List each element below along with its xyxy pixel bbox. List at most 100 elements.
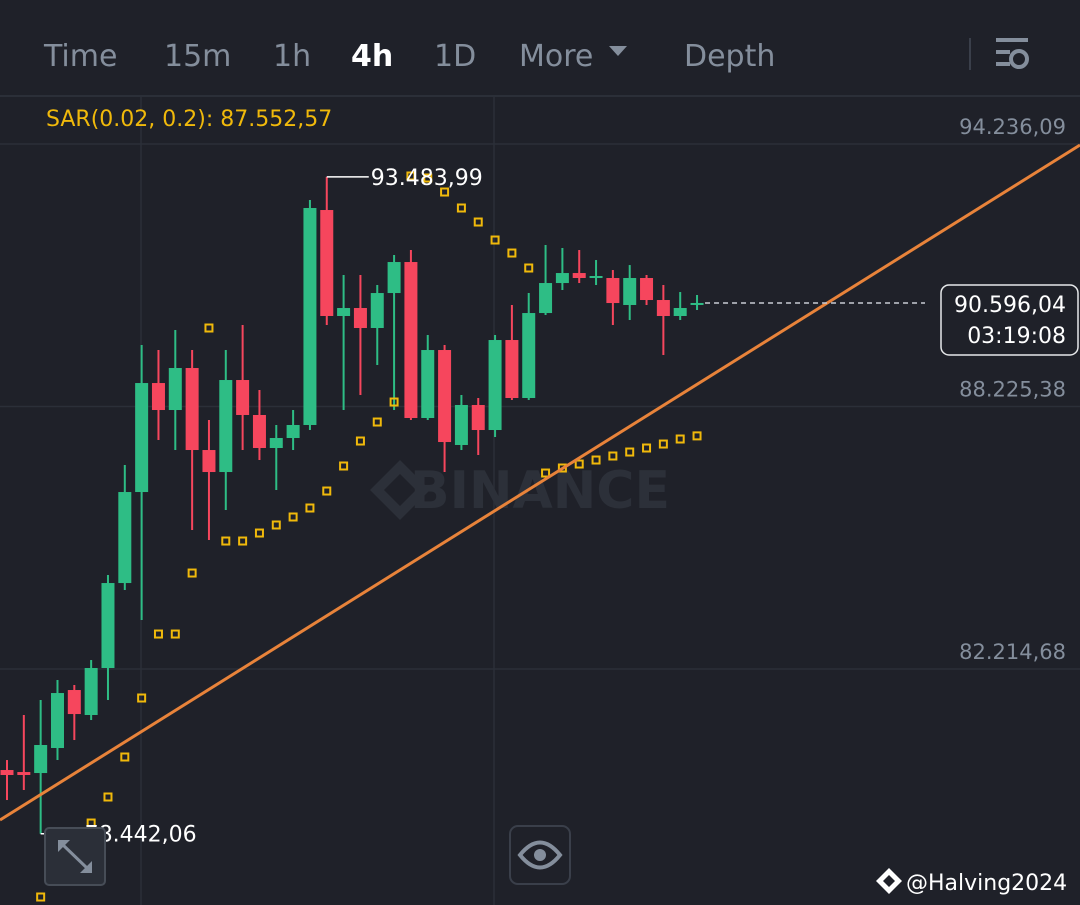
candle-body — [269, 438, 283, 449]
last-price-tag — [940, 284, 1079, 356]
candle-body — [252, 414, 266, 449]
credit-logo — [876, 868, 902, 894]
tab[interactable]: More — [519, 39, 593, 74]
y-tick-label: 88.225,38 — [959, 378, 1066, 402]
candle-body — [353, 308, 367, 329]
tab[interactable]: 15m — [164, 39, 231, 74]
candle-body — [84, 668, 98, 715]
sar-dot — [625, 447, 635, 457]
sar-dot — [271, 520, 281, 530]
candle-body — [303, 208, 317, 425]
sar-dot — [423, 173, 433, 183]
sar-dot — [524, 263, 534, 273]
sar-dot — [170, 629, 180, 639]
sar-dot — [221, 536, 231, 546]
candle-body — [522, 313, 536, 399]
candle-body — [17, 772, 31, 775]
candle-body — [202, 450, 216, 473]
tab[interactable]: 1D — [434, 39, 476, 74]
candle-body — [118, 492, 132, 584]
candle-body — [67, 690, 81, 715]
candle-body — [488, 340, 502, 431]
candle-body — [337, 308, 351, 316]
max-label: 93.483,99 — [371, 166, 483, 191]
candle-body — [0, 770, 14, 775]
visibility-button[interactable] — [509, 825, 571, 885]
sar-dot — [658, 439, 668, 449]
sar-dot — [675, 434, 685, 444]
fullscreen-button[interactable] — [44, 827, 106, 886]
sar-dot — [254, 528, 264, 538]
sar-dot — [86, 818, 96, 828]
candle-body — [589, 275, 603, 279]
sar-dot — [355, 436, 365, 446]
candle-body — [135, 383, 149, 493]
candle-body — [404, 262, 418, 419]
sar-dot — [692, 431, 702, 441]
sar-dot — [204, 323, 214, 333]
candle-body — [438, 350, 452, 443]
candle-body — [606, 278, 620, 304]
sar-dot — [608, 451, 618, 461]
credit: @Halving2024 — [906, 871, 1067, 896]
sar-dot — [591, 455, 601, 465]
y-tick-label: 82.214,68 — [959, 640, 1066, 664]
settings-icon[interactable] — [996, 38, 1029, 69]
candle-body — [320, 210, 334, 316]
candle-body — [185, 368, 199, 451]
sar-dot — [574, 459, 584, 469]
sar-dot — [120, 752, 130, 762]
sar-dot — [473, 217, 483, 227]
toolbar: Time 15m 1h 4h 1D More Depth — [43, 39, 775, 74]
sar-dot — [456, 203, 466, 213]
candle-body — [286, 424, 300, 439]
candle-body — [421, 350, 435, 419]
candle-body — [101, 583, 115, 669]
candle-body — [387, 262, 401, 294]
watermark-logo — [370, 460, 430, 520]
candle-body — [471, 404, 485, 431]
candle-body — [623, 278, 637, 305]
candle-body — [555, 273, 569, 284]
sar-dot — [406, 171, 416, 181]
watermark: BINANCE — [410, 461, 670, 521]
sar-dot — [440, 187, 450, 197]
sar-dot — [322, 486, 332, 496]
candle-body — [505, 340, 519, 399]
countdown: 03:19:08 — [967, 324, 1066, 349]
candle-body — [673, 308, 687, 316]
sar-dot — [305, 503, 315, 513]
y-tick-label: 94.236,09 — [959, 115, 1066, 139]
candle-body — [656, 300, 670, 316]
sar-dot — [541, 468, 551, 478]
candle-body — [236, 380, 250, 415]
sar-dot — [372, 417, 382, 427]
indicator-label: SAR(0.02, 0.2): 87.552,57 — [46, 107, 332, 132]
sar-dot — [103, 792, 113, 802]
trend-line — [0, 143, 1080, 822]
last-price-label: 90.596,04 — [954, 293, 1066, 318]
tab[interactable]: 4h — [351, 39, 393, 74]
tab[interactable]: 1h — [273, 39, 311, 74]
sar-dot — [187, 568, 197, 578]
sar-dot — [339, 461, 349, 471]
tab[interactable]: Time — [43, 39, 117, 74]
sar-dot — [642, 443, 652, 453]
sar-dot — [137, 693, 147, 703]
sar-dot — [153, 629, 163, 639]
candle-body — [690, 302, 704, 305]
candle-body — [151, 383, 165, 411]
tab[interactable]: Depth — [684, 39, 775, 74]
candle-body — [50, 693, 64, 749]
candle-body — [640, 278, 654, 301]
sar-dot — [238, 536, 248, 546]
sar-dot — [507, 248, 517, 258]
candle-body — [370, 293, 384, 329]
candle-body — [168, 368, 182, 411]
candle-body — [454, 404, 468, 445]
candle-body — [34, 744, 48, 774]
sar-dot — [288, 512, 298, 522]
candle-body — [219, 380, 233, 473]
